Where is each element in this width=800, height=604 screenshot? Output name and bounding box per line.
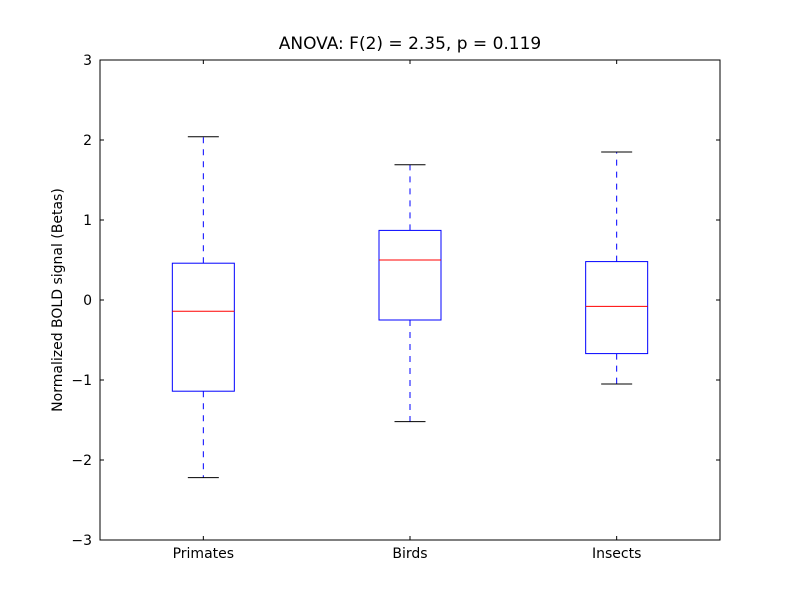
y-tick-label: 3 [83,53,92,69]
y-tick-label: 2 [83,133,92,149]
y-tick-label: 0 [83,293,92,309]
x-tick-label: Primates [173,546,234,562]
y-axis-label: Normalized BOLD signal (Betas) [50,188,66,412]
y-tick-label: −3 [71,533,92,549]
box-birds [378,229,442,321]
y-tick-label: −1 [71,373,92,389]
y-tick-label: −2 [71,453,92,469]
plot-area: 3 2 1 0 −1 −2 −3 Primates Birds Insects [71,53,720,562]
y-tick-label: 1 [83,213,92,229]
x-tick-label: Insects [592,546,641,562]
axes-frame [99,59,721,541]
box-insects [585,261,649,355]
x-tick-label: Birds [392,546,427,562]
chart-title: ANOVA: F(2) = 2.35, p = 0.119 [279,34,542,54]
box-primates [171,262,235,392]
